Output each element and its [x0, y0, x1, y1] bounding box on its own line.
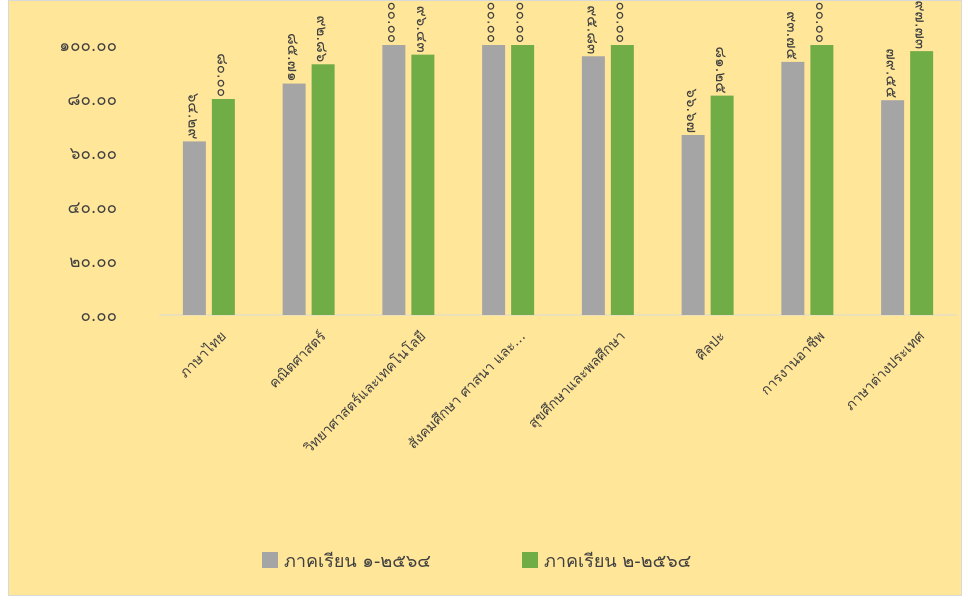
data-label: ๖๔.๒๙ — [184, 93, 202, 140]
category-labels: ภาษาไทย คณิตศาสตร์วิทยาศาสตร์และเทคโนโลยี… — [176, 327, 928, 456]
x-category-label: สุขศึกษาและพลศึกษา — [525, 329, 628, 432]
data-label: ๖๖.๖๗ — [683, 88, 701, 133]
bars — [182, 45, 934, 316]
x-category-label: คณิตศาสตร์ — [266, 327, 330, 391]
bar-series-1 — [581, 56, 605, 315]
data-label: ๘๐.๐๐ — [213, 53, 231, 97]
data-label: ๑๐๐.๐๐ — [513, 1, 531, 43]
data-label: ๘๑.๒๕ — [712, 47, 730, 94]
data-label: ๘๕.๗๑ — [284, 33, 302, 82]
x-category-label: ภาษาต่างประเทศ — [843, 328, 928, 413]
bar-series-1 — [881, 100, 905, 315]
x-category-label: การงานอาชีพ — [758, 329, 828, 399]
data-label: ๗๙.๕๕ — [883, 48, 901, 98]
y-axis: ๐.๐๐ ๒๐.๐๐ ๔๐.๐๐ ๖๐.๐๐ ๘๐.๐๐ ๑๐๐.๐๐ — [59, 36, 117, 326]
legend-label: ภาคเรียน ๒-๒๕๖๔ — [544, 551, 691, 572]
bar-chart: ๐.๐๐ ๒๐.๐๐ ๔๐.๐๐ ๖๐.๐๐ ๘๐.๐๐ ๑๐๐.๐๐ ๖๔.๒๙ ๘๐.๐… — [59, 1, 957, 572]
y-tick-label: ๔๐.๐๐ — [68, 198, 117, 218]
legend-swatch — [262, 552, 278, 568]
bar-series-2 — [511, 45, 535, 315]
data-label: ๙๓.๗๕ — [783, 11, 801, 60]
bar-series-1 — [681, 134, 705, 315]
legend-label: ภาคเรียน ๑-๒๕๖๔ — [284, 551, 431, 572]
bar-series-2 — [311, 64, 335, 315]
x-category-label: สังคมศึกษา ศาสนา และ… — [405, 329, 529, 453]
bar-series-2 — [810, 45, 834, 315]
legend: ภาคเรียน ๑-๒๕๖๔ ภาคเรียน ๒-๒๕๖๔ — [262, 551, 691, 572]
data-label: ๙๕.๘๓ — [583, 5, 601, 54]
bar-series-2 — [710, 95, 734, 315]
bar-series-1 — [282, 83, 306, 315]
legend-swatch — [522, 552, 538, 568]
bar-series-2 — [610, 45, 634, 315]
data-label: ๑๐๐.๐๐ — [812, 1, 830, 43]
data-label: ๑๐๐.๐๐ — [612, 1, 630, 43]
y-tick-label: ๘๐.๐๐ — [67, 90, 117, 110]
y-tick-label: ๖๐.๐๐ — [70, 144, 117, 164]
bar-series-1 — [482, 45, 506, 315]
bar-series-1 — [182, 141, 206, 315]
data-label: ๑๐๐.๐๐ — [384, 1, 402, 43]
data-label: ๑๐๐.๐๐ — [484, 1, 502, 43]
bar-series-2 — [910, 51, 934, 316]
bar-series-1 — [781, 61, 805, 315]
data-label: ๙๒.๘๖ — [313, 16, 331, 63]
y-tick-label: ๑๐๐.๐๐ — [59, 36, 117, 56]
y-tick-label: ๐.๐๐ — [80, 306, 117, 326]
bar-series-2 — [211, 99, 235, 315]
x-category-label: ภาษาไทย — [176, 328, 229, 381]
data-label: ๙๗.๗๓ — [912, 1, 930, 49]
y-tick-label: ๒๐.๐๐ — [69, 252, 117, 272]
bar-series-1 — [382, 45, 406, 315]
bar-series-2 — [411, 54, 435, 315]
data-label: ๙๖.๔๓ — [413, 6, 431, 53]
data-labels: ๖๔.๒๙ ๘๐.๐๐ ๘๕.๗๑ ๙๒.๘๖ ๑๐๐.๐๐ ๙๖.๔๓ ๑๐๐.๐๐ ๑๐๐… — [184, 1, 929, 139]
chart-area: ๐.๐๐ ๒๐.๐๐ ๔๐.๐๐ ๖๐.๐๐ ๘๐.๐๐ ๑๐๐.๐๐ ๖๔.๒๙ ๘๐.๐… — [8, 0, 962, 596]
x-category-label: ศิลปะ — [693, 329, 728, 364]
